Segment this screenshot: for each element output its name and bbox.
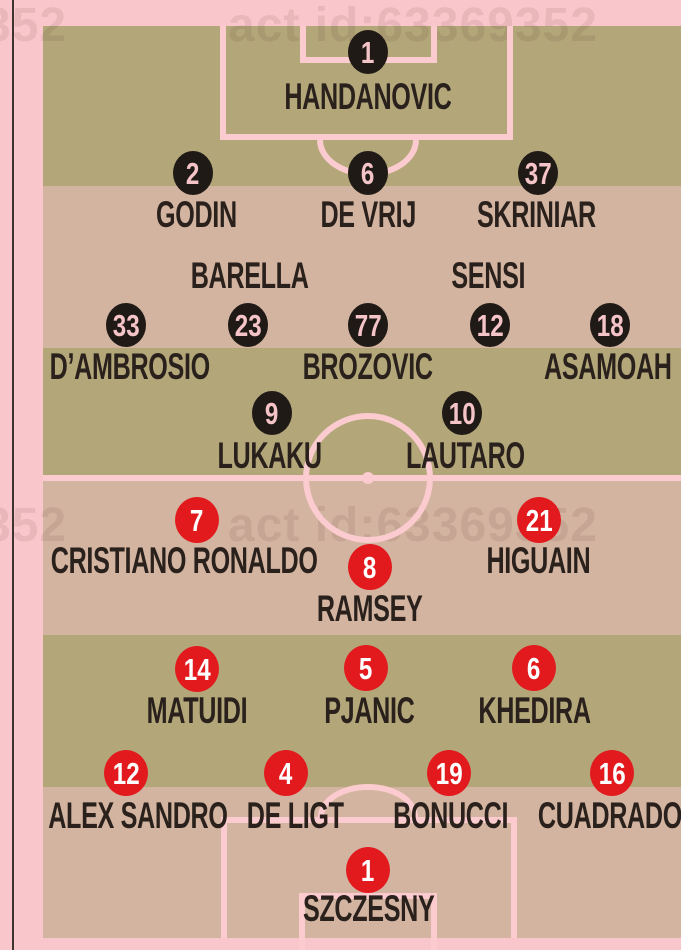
player-name-text: HANDANOVIC [284, 76, 452, 117]
player-number-inter-sensi: 12 [470, 303, 510, 347]
player-name-text: HIGUAIN [486, 540, 590, 581]
player-number-inter-d-ambrosio: 33 [106, 303, 146, 347]
player-number-inter-barella: 23 [228, 303, 268, 347]
watermark-text: 352 [0, 499, 68, 552]
player-number-juventus-alex-sandro: 12 [104, 750, 148, 796]
player-number-text: 2 [186, 155, 200, 191]
player-name-asamoah: ASAMOAH [378, 346, 681, 387]
player-number-juventus-szczesny: 1 [346, 847, 390, 893]
watermark-text: act id:63369352 [228, 0, 598, 52]
player-name-text: DE LIGT [246, 795, 344, 836]
player-number-text: 5 [359, 650, 373, 686]
player-number-juventus-ramsey: 8 [348, 544, 392, 590]
player-name-text: DE VRIJ [320, 194, 416, 235]
player-number-inter-lukaku: 9 [252, 391, 292, 435]
player-name-text: BONUCCI [393, 795, 509, 836]
player-name-text: ASAMOAH [544, 346, 672, 387]
player-number-text: 1 [361, 852, 375, 888]
player-number-text: 37 [524, 155, 552, 191]
player-number-text: 7 [190, 502, 204, 538]
player-name-cuadrado: CUADRADO [380, 795, 681, 836]
player-number-text: 21 [525, 502, 553, 538]
player-name-text: MATUIDI [146, 690, 248, 731]
player-name-alex-sandro: ALEX SANDRO [0, 795, 368, 836]
player-number-inter-brozovic: 77 [348, 303, 388, 347]
player-number-text: 18 [596, 307, 624, 343]
player-name-sensi: SENSI [258, 255, 681, 296]
player-number-juventus-higuain: 21 [517, 497, 561, 543]
player-name-text: D’AMBROSIO [49, 346, 211, 387]
player-name-text: SZCZESNY [303, 888, 435, 929]
player-name-text: BROZOVIC [302, 346, 434, 387]
player-name-handanovic: HANDANOVIC [138, 76, 598, 117]
player-number-text: 19 [435, 755, 463, 791]
penalty-box-top [220, 26, 513, 140]
player-name-text: PJANIC [323, 690, 415, 731]
player-name-bonucci: BONUCCI [221, 795, 681, 836]
player-number-text: 6 [361, 155, 375, 191]
player-number-text: 4 [279, 755, 293, 791]
player-name-higuain: HIGUAIN [308, 540, 681, 581]
player-number-juventus-pjanic: 5 [344, 645, 388, 691]
player-number-inter-de-vrij: 6 [348, 151, 388, 195]
player-number-text: 14 [183, 651, 211, 687]
player-number-juventus-matuidi: 14 [175, 646, 219, 692]
player-name-de-vrij: DE VRIJ [138, 194, 598, 235]
player-name-text: BARELLA [191, 255, 309, 296]
player-name-text: CRISTIANO RONALDO [50, 540, 318, 581]
player-number-text: 12 [112, 755, 140, 791]
player-number-text: 1 [361, 34, 375, 70]
player-name-lukaku: LUKAKU [40, 435, 500, 476]
player-name-text: LAUTARO [405, 435, 525, 476]
player-number-juventus-de-ligt: 4 [264, 750, 308, 796]
player-name-text: GODIN [155, 194, 237, 235]
player-name-text: RAMSEY [317, 588, 423, 629]
watermark-text: 352 [0, 0, 68, 52]
goal-box-bottom [299, 893, 437, 950]
player-number-text: 16 [598, 755, 626, 791]
left-border-line [12, 0, 14, 950]
player-name-godin: GODIN [0, 194, 426, 235]
center-circle [303, 413, 433, 543]
player-number-text: 77 [354, 307, 382, 343]
player-name-szczesny: SZCZESNY [139, 888, 599, 929]
player-number-juventus-cuadrado: 16 [590, 750, 634, 796]
player-number-juventus-bonucci: 19 [427, 750, 471, 796]
player-number-juventus-cristiano-ronaldo: 7 [175, 497, 219, 543]
player-name-de-ligt: DE LIGT [65, 795, 525, 836]
player-number-inter-lautaro: 10 [442, 391, 482, 435]
player-number-inter-handanovic: 1 [348, 30, 388, 74]
player-number-text: 23 [234, 307, 262, 343]
player-number-text: 33 [112, 307, 140, 343]
player-name-matuidi: MATUIDI [0, 690, 427, 731]
player-name-d-ambrosio: D’AMBROSIO [0, 346, 360, 387]
player-name-ramsey: RAMSEY [140, 588, 600, 629]
player-number-text: 12 [476, 307, 504, 343]
player-number-inter-skriniar: 37 [518, 151, 558, 195]
penalty-box-bottom [221, 817, 517, 938]
player-name-skriniar: SKRINIAR [306, 194, 681, 235]
player-number-text: 6 [527, 650, 541, 686]
player-number-inter-godin: 2 [173, 151, 213, 195]
player-number-text: 10 [448, 395, 476, 431]
player-name-text: CUADRADO [537, 795, 681, 836]
player-number-inter-asamoah: 18 [590, 303, 630, 347]
player-name-barella: BARELLA [20, 255, 480, 296]
player-name-pjanic: PJANIC [139, 690, 599, 731]
player-name-cristiano-ronaldo: CRISTIANO RONALDO [0, 540, 414, 581]
center-spot [362, 472, 374, 484]
player-name-text: ALEX SANDRO [48, 795, 228, 836]
player-number-juventus-khedira: 6 [512, 645, 556, 691]
player-name-text: SKRINIAR [476, 194, 596, 235]
player-number-text: 8 [363, 549, 377, 585]
player-name-text: KHEDIRA [478, 690, 592, 731]
player-name-khedira: KHEDIRA [305, 690, 681, 731]
player-name-lautaro: LAUTARO [235, 435, 681, 476]
player-name-brozovic: BROZOVIC [138, 346, 598, 387]
player-name-text: LUKAKU [217, 435, 323, 476]
player-name-text: SENSI [451, 255, 525, 296]
player-number-text: 9 [265, 395, 279, 431]
